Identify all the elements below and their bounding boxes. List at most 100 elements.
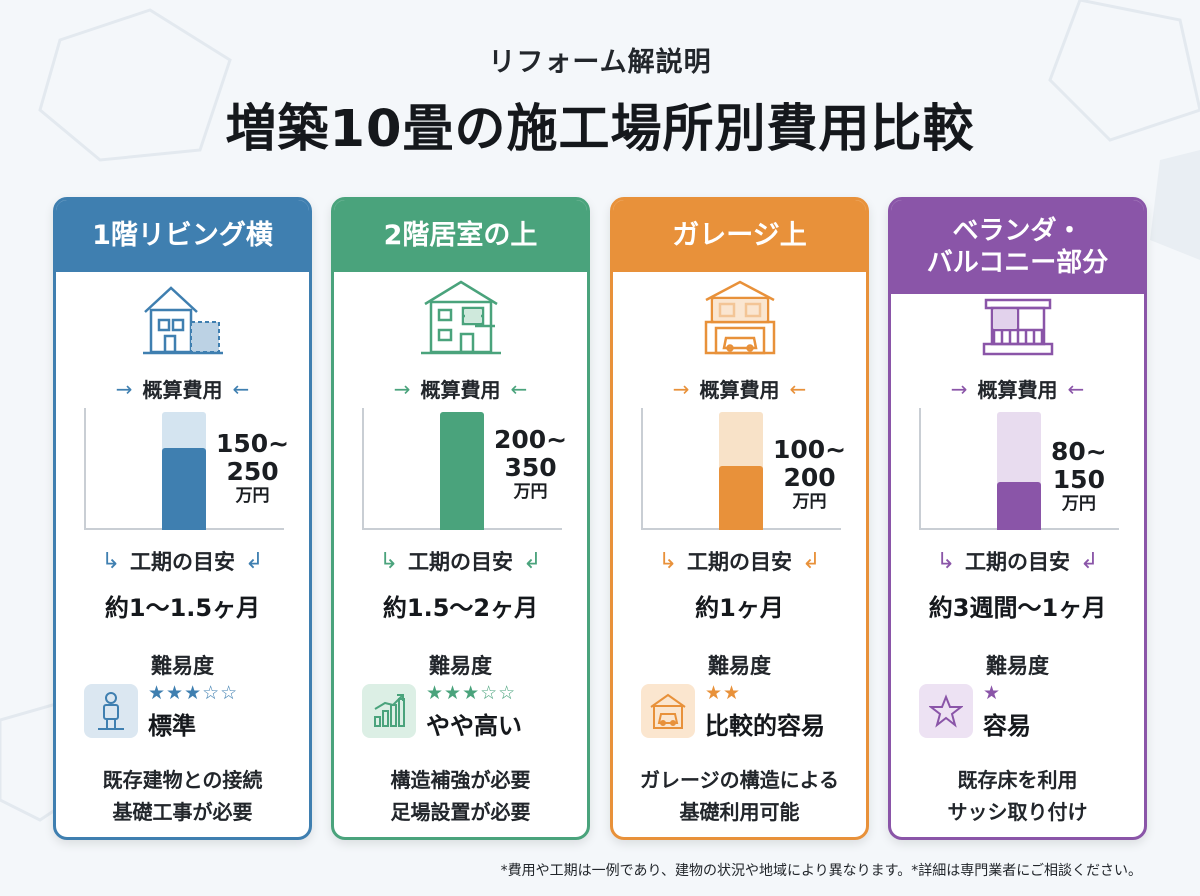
period-label-row: ↳ 工期の目安 ↲ <box>891 546 1144 576</box>
cost-chart: 200~ 350 万円 <box>362 408 587 530</box>
bracket-left-icon: ↳ <box>101 548 120 574</box>
period-label: 工期の目安 <box>130 550 235 574</box>
period-label: 工期の目安 <box>687 550 792 574</box>
chart-y-axis <box>641 408 643 530</box>
cost-range-value: 200~ 350 <box>494 425 568 482</box>
person-icon <box>84 684 138 738</box>
cost-label: 概算費用 <box>977 378 1058 402</box>
note-line-1: ガレージの構造による <box>640 768 839 792</box>
bracket-left-icon: ↳ <box>658 548 677 574</box>
arrow-left-icon: ← <box>232 376 250 401</box>
cost-chart: 100~ 200 万円 <box>641 408 866 530</box>
card-second-floor: 2階居室の上 → 概算費用 ← 200~ 350 万円 ↳ 工期の目安 ↲ <box>331 197 590 840</box>
cost-label-row: → 概算費用 ← <box>613 374 866 403</box>
difficulty-label: 難易度 <box>708 654 771 678</box>
card-living-side: 1階リビング横 → 概算費用 ← 150~ 250 万円 ↳ 工期の目安 ↲ 約… <box>53 197 312 840</box>
card-notes: 構造補強が必要 足場設置が必要 <box>334 764 587 828</box>
bracket-left-icon: ↳ <box>936 548 955 574</box>
cost-unit: 万円 <box>513 482 548 502</box>
cost-chart: 150~ 250 万円 <box>84 408 309 530</box>
period-label-row: ↳ 工期の目安 ↲ <box>56 546 309 576</box>
difficulty-value: 容易 <box>983 712 1031 740</box>
difficulty-stars: ★★★☆☆ <box>148 682 239 704</box>
period-label-row: ↳ 工期の目安 ↲ <box>334 546 587 576</box>
note-line-2: 足場設置が必要 <box>390 800 531 824</box>
cost-min-bar <box>719 466 763 530</box>
cost-label-row: → 概算費用 ← <box>56 374 309 403</box>
arrow-left-icon: ← <box>789 376 807 401</box>
cost-label: 概算費用 <box>420 378 501 402</box>
card-notes: ガレージの構造による 基礎利用可能 <box>613 764 866 828</box>
page-title: 増築10畳の施工場所別費用比較 <box>225 100 975 159</box>
cost-min-bar <box>997 482 1041 530</box>
cost-range-value: 100~ 200 <box>773 435 847 492</box>
period-value: 約3週間〜1ヶ月 <box>928 594 1107 622</box>
period-value: 約1ヶ月 <box>695 594 784 622</box>
difficulty-value: 標準 <box>148 712 196 740</box>
arrow-right-icon: → <box>950 376 968 401</box>
cost-range-label: 150~ 250 万円 <box>216 430 289 506</box>
cost-label-row: → 概算費用 ← <box>891 374 1144 403</box>
note-line-2: 基礎利用可能 <box>679 800 800 824</box>
difficulty-value: やや高い <box>426 712 522 740</box>
cost-unit: 万円 <box>235 486 270 506</box>
period-value: 約1〜1.5ヶ月 <box>104 594 261 622</box>
difficulty-label: 難易度 <box>429 654 492 678</box>
note-line-2: サッシ取り付け <box>947 800 1088 824</box>
card-heading: 2階居室の上 <box>334 200 587 272</box>
cost-min-bar <box>440 412 484 530</box>
arrow-left-icon: ← <box>510 376 528 401</box>
bar-chart-icon <box>362 684 416 738</box>
bracket-right-icon: ↲ <box>802 548 821 574</box>
period-value: 約1.5〜2ヶ月 <box>382 594 539 622</box>
bracket-right-icon: ↲ <box>523 548 542 574</box>
garage-car-icon <box>641 684 695 738</box>
note-line-1: 既存床を利用 <box>957 768 1078 792</box>
arrow-right-icon: → <box>672 376 690 401</box>
cost-range-label: 200~ 350 万円 <box>494 426 567 502</box>
star-outline-icon <box>919 684 973 738</box>
arrow-right-icon: → <box>393 376 411 401</box>
card-heading: 1階リビング横 <box>56 200 309 272</box>
card-notes: 既存床を利用 サッシ取り付け <box>891 764 1144 828</box>
header-subtitle: リフォーム解説明 <box>488 47 712 78</box>
arrow-right-icon: → <box>115 376 133 401</box>
period-label: 工期の目安 <box>408 550 513 574</box>
arrow-left-icon: ← <box>1067 376 1085 401</box>
cost-range-label: 80~ 150 万円 <box>1051 438 1107 514</box>
card-heading: ベランダ・ バルコニー部分 <box>891 200 1144 294</box>
note-line-2: 基礎工事が必要 <box>112 800 253 824</box>
card-balcony: ベランダ・ バルコニー部分 → 概算費用 ← 80~ 150 万円 ↳ 工期の目… <box>888 197 1147 840</box>
cost-label: 概算費用 <box>142 378 223 402</box>
cost-chart: 80~ 150 万円 <box>919 408 1144 530</box>
cost-unit: 万円 <box>792 492 827 512</box>
footnote: *費用や工期は一例であり、建物の状況や地域により異なります。*詳細は専門業者にご… <box>500 863 1142 879</box>
difficulty-value: 比較的容易 <box>705 712 825 740</box>
difficulty-label: 難易度 <box>986 654 1049 678</box>
cost-label-row: → 概算費用 ← <box>334 374 587 403</box>
period-label-row: ↳ 工期の目安 ↲ <box>613 546 866 576</box>
bracket-right-icon: ↲ <box>245 548 264 574</box>
cost-range-label: 100~ 200 万円 <box>773 436 846 512</box>
card-garage-top: ガレージ上 → 概算費用 ← 100~ 200 万円 ↳ 工期の目安 ↲ <box>610 197 869 840</box>
note-line-1: 構造補強が必要 <box>390 768 531 792</box>
difficulty-stars: ★★ <box>705 682 742 704</box>
bracket-right-icon: ↲ <box>1080 548 1099 574</box>
card-notes: 既存建物との接続 基礎工事が必要 <box>56 764 309 828</box>
difficulty-label: 難易度 <box>151 654 214 678</box>
two-story-house-icon <box>420 280 501 355</box>
garage-house-icon <box>704 280 775 355</box>
cost-range-value: 80~ 150 <box>1051 437 1107 494</box>
chart-y-axis <box>362 408 364 530</box>
chart-y-axis <box>919 408 921 530</box>
balcony-icon <box>982 298 1053 356</box>
house-extension-icon <box>142 286 223 355</box>
difficulty-stars: ★★★☆☆ <box>426 682 517 704</box>
cost-unit: 万円 <box>1061 494 1096 514</box>
cost-min-bar <box>162 448 206 530</box>
header: リフォーム解説明 増築10畳の施工場所別費用比較 <box>0 40 1200 161</box>
card-heading: ガレージ上 <box>613 200 866 272</box>
note-line-1: 既存建物との接続 <box>102 768 263 792</box>
period-label: 工期の目安 <box>965 550 1070 574</box>
difficulty-stars: ★ <box>983 682 1002 704</box>
